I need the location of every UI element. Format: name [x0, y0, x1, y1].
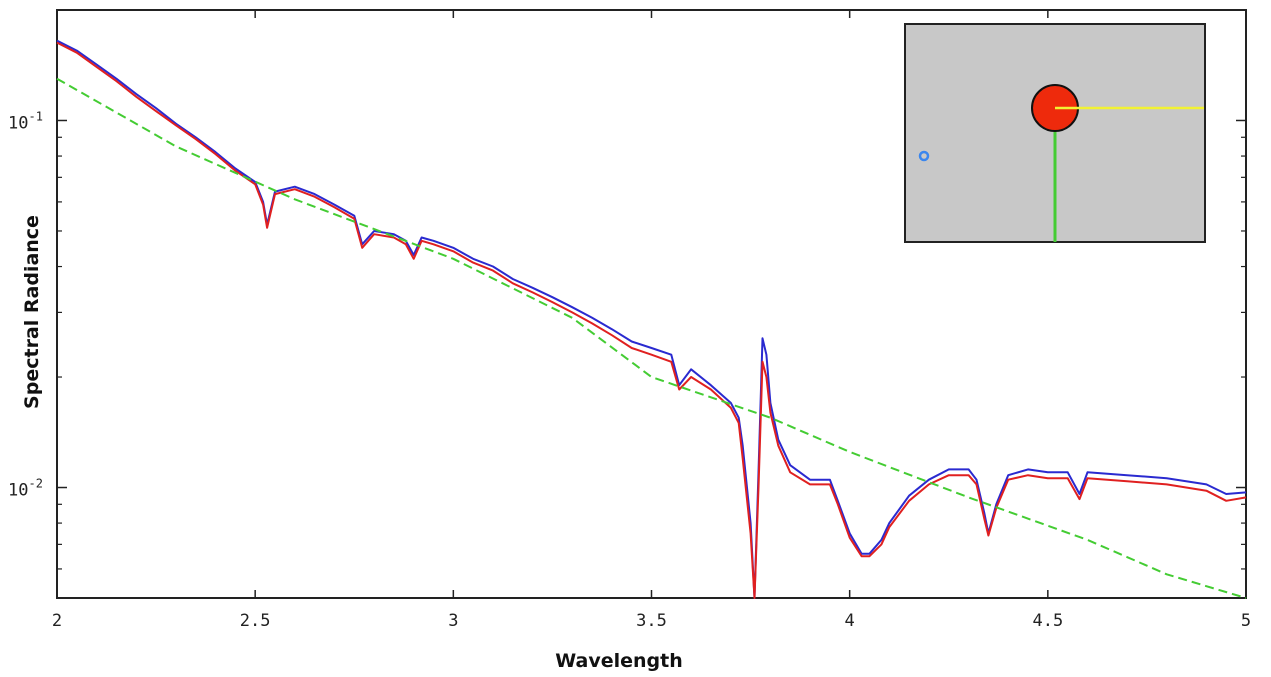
y-tick-label: 10-2 — [8, 477, 43, 501]
x-tick-label: 4 — [845, 611, 855, 631]
inset-diagram — [904, 23, 1206, 243]
series-line-2 — [56, 41, 1247, 599]
x-axis-title: Wavelength — [555, 650, 683, 672]
x-tick-label: 4.5 — [1032, 611, 1063, 631]
x-tick-label: 5 — [1241, 611, 1251, 631]
y-axis-title: Spectral Radiance — [21, 215, 43, 409]
x-tick-label: 3 — [448, 611, 458, 631]
axis-ticks: 2 2.5 3 3.5 4 4.5 5 10-1 10-2 — [8, 10, 1251, 631]
x-tick-label: 2 — [52, 611, 62, 631]
y-tick-label: 10-1 — [8, 109, 43, 133]
x-tick-label: 2.5 — [240, 611, 271, 631]
series-line-3 — [56, 77, 1247, 599]
series-layer — [56, 39, 1247, 599]
x-tick-label: 3.5 — [636, 611, 667, 631]
inset-blue-marker — [918, 150, 930, 162]
